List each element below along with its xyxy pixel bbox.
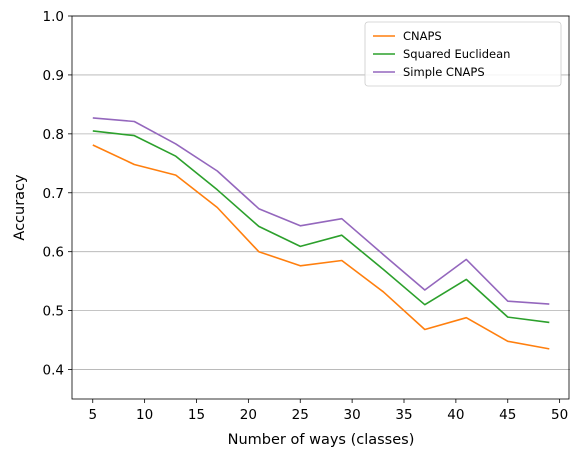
series-lines <box>92 117 550 350</box>
y-tick-label: 0.8 <box>43 127 64 143</box>
x-tick-label: 35 <box>395 407 412 423</box>
legend-box <box>364 21 562 87</box>
x-tick-label: 15 <box>188 407 205 423</box>
series-line-simple-cnaps <box>92 117 550 305</box>
plot-area-frame <box>71 15 570 400</box>
y-tick-label: 0.7 <box>43 186 64 202</box>
x-tick-label: 30 <box>344 407 361 423</box>
x-tick-label: 50 <box>551 407 568 423</box>
legend-label: Simple CNAPS <box>403 65 485 79</box>
y-axis-label: Accuracy <box>12 174 28 241</box>
legend-label: CNAPS <box>403 29 442 43</box>
legend: CNAPS Squared Euclidean Simple CNAPS <box>364 21 562 87</box>
x-tick-label: 45 <box>499 407 516 423</box>
x-tick-label: 40 <box>447 407 464 423</box>
x-tick-label: 20 <box>240 407 257 423</box>
series-line-squared-euclidean <box>92 130 550 324</box>
y-axis-ticks: 0.4 0.5 0.6 0.7 0.8 0.9 1.0 <box>43 9 72 379</box>
x-tick-label: 25 <box>292 407 309 423</box>
legend-label: Squared Euclidean <box>403 47 510 61</box>
y-tick-label: 1.0 <box>43 9 64 25</box>
y-tick-label: 0.5 <box>43 304 64 320</box>
x-tick-label: 5 <box>88 407 97 423</box>
y-tick-label: 0.6 <box>43 245 64 261</box>
y-tick-label: 0.9 <box>43 68 64 84</box>
y-tick-label: 0.4 <box>43 363 64 379</box>
x-axis-ticks: 5 10 15 20 25 30 35 40 45 50 <box>88 399 568 423</box>
x-tick-label: 10 <box>136 407 153 423</box>
series-line-cnaps <box>92 144 550 350</box>
x-axis-label: Number of ways (classes) <box>228 432 415 448</box>
